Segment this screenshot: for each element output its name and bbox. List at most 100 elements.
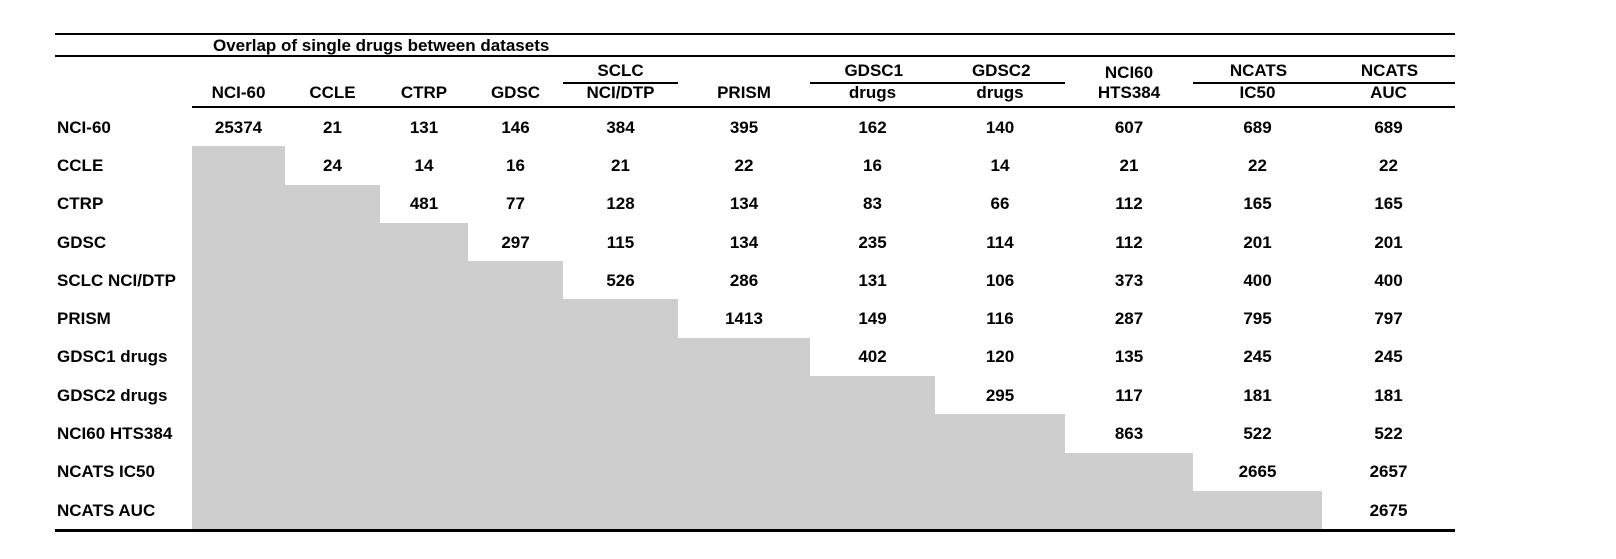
gray-cell [935, 452, 1065, 491]
column-header-bottom: IC50 [1193, 84, 1322, 108]
row-label: PRISM [57, 309, 111, 329]
value-cell: 2665 [1238, 462, 1277, 482]
gray-cell [192, 337, 285, 377]
value-cell: 21 [1119, 155, 1139, 175]
column-header-bottom: NCI-60 [192, 84, 285, 108]
gray-cell [468, 452, 563, 491]
value-cell: 481 [409, 194, 439, 214]
value-cell: 116 [986, 309, 1014, 329]
row-label: NCI-60 [57, 117, 111, 137]
value-cell: 797 [1374, 309, 1403, 329]
value-cell: 134 [729, 232, 759, 252]
gray-cell [192, 452, 285, 491]
value-cell: 201 [1374, 232, 1403, 252]
overlap-table: Overlap of single drugs between datasets… [55, 33, 1455, 533]
value-cell: 201 [1243, 232, 1272, 252]
gray-cell [563, 452, 678, 491]
column-header-bottom: GDSC [468, 84, 563, 108]
value-cell: 1413 [725, 309, 763, 329]
row-label: GDSC [57, 232, 107, 252]
value-cell: 117 [1115, 385, 1143, 405]
value-cell: 400 [1374, 270, 1403, 290]
value-cell: 402 [858, 347, 887, 367]
value-cell: 24 [323, 155, 342, 175]
gray-cell [1193, 490, 1322, 530]
title-spacer [55, 33, 192, 57]
column-header-bottom: CCLE [285, 84, 380, 108]
row-label: SCLC NCI/DTP [57, 270, 176, 290]
gray-cell [285, 261, 380, 300]
value-cell: 522 [1374, 424, 1403, 444]
gray-cell [678, 414, 810, 453]
gray-cell [810, 490, 935, 530]
gray-cell [935, 414, 1065, 453]
gray-cell [810, 414, 935, 453]
row-label: NCATS AUC [57, 500, 156, 520]
value-cell: 16 [863, 155, 882, 175]
value-cell: 689 [1243, 117, 1272, 137]
column-group-header: GDSC1 GDSC2 [810, 57, 1065, 84]
row-label: GDSC1 drugs [57, 347, 168, 367]
gray-cell [1065, 452, 1193, 491]
value-cell: 384 [606, 117, 635, 137]
value-cell: 287 [1114, 309, 1144, 329]
value-cell: 120 [985, 347, 1015, 367]
value-cell: 22 [734, 155, 754, 175]
gray-cell [810, 376, 935, 415]
row-label: NCATS IC50 [57, 462, 155, 482]
value-cell: 395 [729, 117, 759, 137]
value-cell: 21 [323, 117, 342, 137]
value-cell: 373 [1114, 270, 1144, 290]
column-header-bottom: drugs [935, 84, 1065, 108]
gray-cell [380, 337, 468, 377]
column-header-bottom: NCI/DTP [563, 84, 678, 108]
gray-cell [563, 376, 678, 415]
gray-cell [678, 452, 810, 491]
value-cell: 77 [506, 194, 525, 214]
value-cell: 14 [990, 155, 1010, 175]
gray-cell [380, 376, 468, 415]
value-cell: 66 [990, 194, 1010, 214]
column-group-header: SCLC [563, 57, 678, 84]
value-cell: 14 [414, 155, 434, 175]
value-cell: 140 [985, 117, 1015, 137]
gray-cell [468, 299, 563, 338]
gray-cell [192, 184, 285, 223]
gray-cell [563, 414, 678, 453]
gray-cell [285, 299, 380, 338]
value-cell: 22 [1248, 155, 1267, 175]
value-cell: 25374 [214, 117, 263, 137]
column-group-header: NCI60 [1065, 57, 1193, 84]
column-header-top: GDSC1 [844, 61, 904, 80]
gray-cell [563, 490, 678, 530]
gray-cell [810, 452, 935, 491]
gray-cell [468, 261, 563, 300]
value-cell: 689 [1374, 117, 1403, 137]
row-label: CTRP [57, 194, 104, 214]
column-header-top: NCI60 [1104, 63, 1154, 82]
column-group-header: NCATS NCATS [1193, 57, 1455, 84]
value-cell: 21 [611, 155, 630, 175]
gray-cell [192, 261, 285, 300]
column-header-top: SCLC [597, 61, 644, 80]
gray-cell [468, 414, 563, 453]
column-header-bottom: HTS384 [1065, 84, 1193, 108]
value-cell: 114 [986, 232, 1014, 252]
gray-cell [285, 222, 380, 262]
value-cell: 245 [1243, 347, 1272, 367]
value-cell: 245 [1374, 347, 1403, 367]
gray-cell [935, 490, 1065, 530]
value-cell: 165 [1374, 194, 1403, 214]
gray-cell [285, 452, 380, 491]
value-cell: 181 [1243, 385, 1272, 405]
row-label: NCI60 HTS384 [57, 424, 173, 444]
gray-cell [468, 490, 563, 530]
gray-cell [192, 490, 285, 530]
gray-cell [1065, 490, 1193, 530]
column-header-top: NCATS [1229, 61, 1288, 80]
value-cell: 83 [863, 194, 882, 214]
gray-cell [468, 376, 563, 415]
gray-cell [285, 490, 380, 530]
gray-cell [192, 376, 285, 415]
value-cell: 106 [985, 270, 1015, 290]
